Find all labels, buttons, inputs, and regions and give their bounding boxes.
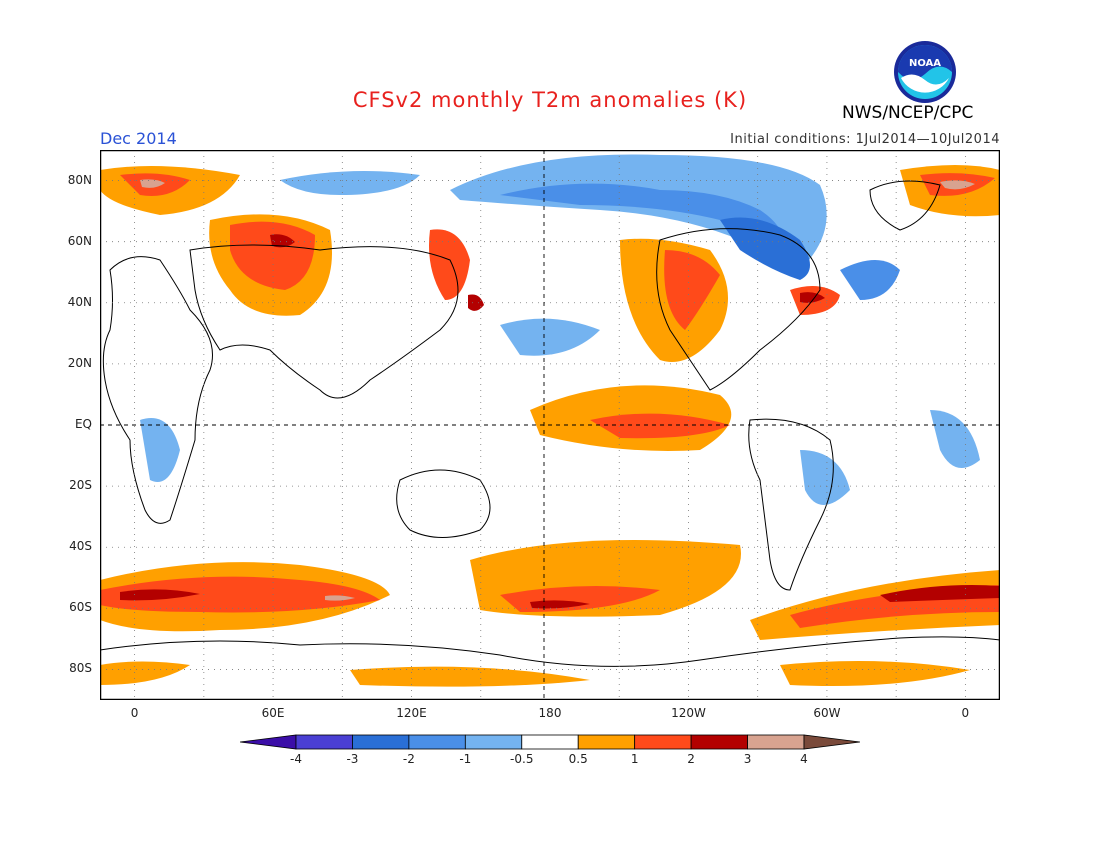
lat-label: 40S <box>69 539 92 554</box>
greenland-warm-extreme-right <box>940 180 975 190</box>
coastline-australia <box>396 469 491 538</box>
lon-label: 0 <box>130 706 139 720</box>
lat-label: 80S <box>69 661 92 676</box>
atlantic-cool-patch <box>840 260 900 300</box>
colorbar-arrow-low <box>240 734 297 750</box>
lon-label: 180 <box>538 706 562 720</box>
colorbar-cell <box>521 734 579 750</box>
southern-ocean-warm-west-core <box>100 576 380 613</box>
antarctic-warm-band-left <box>100 661 190 685</box>
atlantic-equatorial-cool <box>930 410 980 468</box>
lat-label: 20S <box>69 478 92 493</box>
southern-ocean-warm-west-extreme <box>325 595 355 601</box>
pacific-equatorial-warm-core <box>590 413 730 439</box>
lat-label: 80N <box>67 172 92 187</box>
colorbar-tick-label: 2 <box>687 752 695 766</box>
antarctic-warm-band-right <box>780 661 970 686</box>
anomaly-fields <box>100 154 1000 687</box>
siberia-cool-band <box>280 171 420 195</box>
coastline-africa-europe <box>102 256 213 524</box>
southern-ocean-warm-pacific-strong <box>530 600 590 609</box>
east-asia-warm <box>429 229 470 300</box>
colorbar-tick-label: -1 <box>459 752 472 766</box>
target-month: Dec 2014 <box>100 129 177 148</box>
graticule <box>100 150 1000 700</box>
coastline-asia <box>189 244 459 399</box>
lat-label: EQ <box>74 417 92 431</box>
colorbar-tick-label: 1 <box>630 752 639 766</box>
lon-label: 0 <box>961 706 970 720</box>
colorbar-tick-label: -3 <box>346 752 359 766</box>
southern-ocean-warm-west-strong <box>120 589 200 601</box>
lat-label: 20N <box>67 355 92 370</box>
greenland-warm-extreme <box>140 179 165 188</box>
colorbar-tick-label: -0.5 <box>510 752 534 766</box>
coastline-greenland <box>869 180 941 231</box>
coastlines <box>100 180 1000 667</box>
colorbar-cell <box>408 734 466 750</box>
chart-title: CFSv2 monthly T2m anomalies (K) <box>352 88 748 112</box>
lon-label: 60W <box>813 706 841 720</box>
japan-warm-core <box>468 294 484 311</box>
lon-label: 120W <box>671 706 706 720</box>
pacific-cool-patch <box>500 318 600 356</box>
noaa-logo: NOAA <box>894 41 956 103</box>
canada-cool-anomaly <box>720 217 810 280</box>
lat-label: 60N <box>67 233 92 248</box>
russia-warm-extreme <box>270 234 295 248</box>
lat-label: 40N <box>67 294 92 309</box>
coastline-south-america <box>748 418 834 591</box>
lon-label: 60E <box>261 706 285 720</box>
colorbar-tick-label: 3 <box>743 752 752 766</box>
lat-label: 60S <box>69 600 92 615</box>
svg-text:NOAA: NOAA <box>909 58 941 69</box>
russia-warm-core <box>230 221 315 290</box>
colorbar-arrow-high <box>803 734 860 750</box>
colorbar-cell <box>464 734 523 750</box>
colorbar-tick-label: 4 <box>800 752 808 766</box>
southern-ocean-warm-east-strong <box>880 585 1000 602</box>
colorbar-cell <box>352 734 410 750</box>
lon-label: 120E <box>396 706 427 720</box>
colorbar-cell <box>577 734 636 750</box>
arctic-cool-core <box>500 183 783 250</box>
west-atlantic-warm-core <box>800 292 825 303</box>
north-america-warm-core <box>664 250 720 330</box>
africa-cool-patch <box>140 418 180 482</box>
agency-label: NWS/NCEP/CPC <box>842 103 974 123</box>
antarctic-warm-band-mid <box>350 666 590 687</box>
anomaly-map <box>100 150 1000 700</box>
colorbar-cell <box>690 734 748 750</box>
coastline-north-america <box>656 228 821 391</box>
coastline-antarctica <box>100 636 1000 667</box>
colorbar-tick-label: -4 <box>290 752 302 766</box>
colorbar-tick-label: 0.5 <box>568 752 588 766</box>
colorbar-cell <box>747 734 805 750</box>
colorbar-tick-label: -2 <box>402 752 415 766</box>
south-america-cool-patch <box>800 450 850 505</box>
initial-conditions: Initial conditions: 1Jul2014—10Jul2014 <box>730 132 1000 147</box>
colorbar <box>240 734 860 750</box>
colorbar-cell <box>295 734 353 750</box>
map-frame <box>100 150 1000 700</box>
colorbar-cell <box>634 734 692 750</box>
